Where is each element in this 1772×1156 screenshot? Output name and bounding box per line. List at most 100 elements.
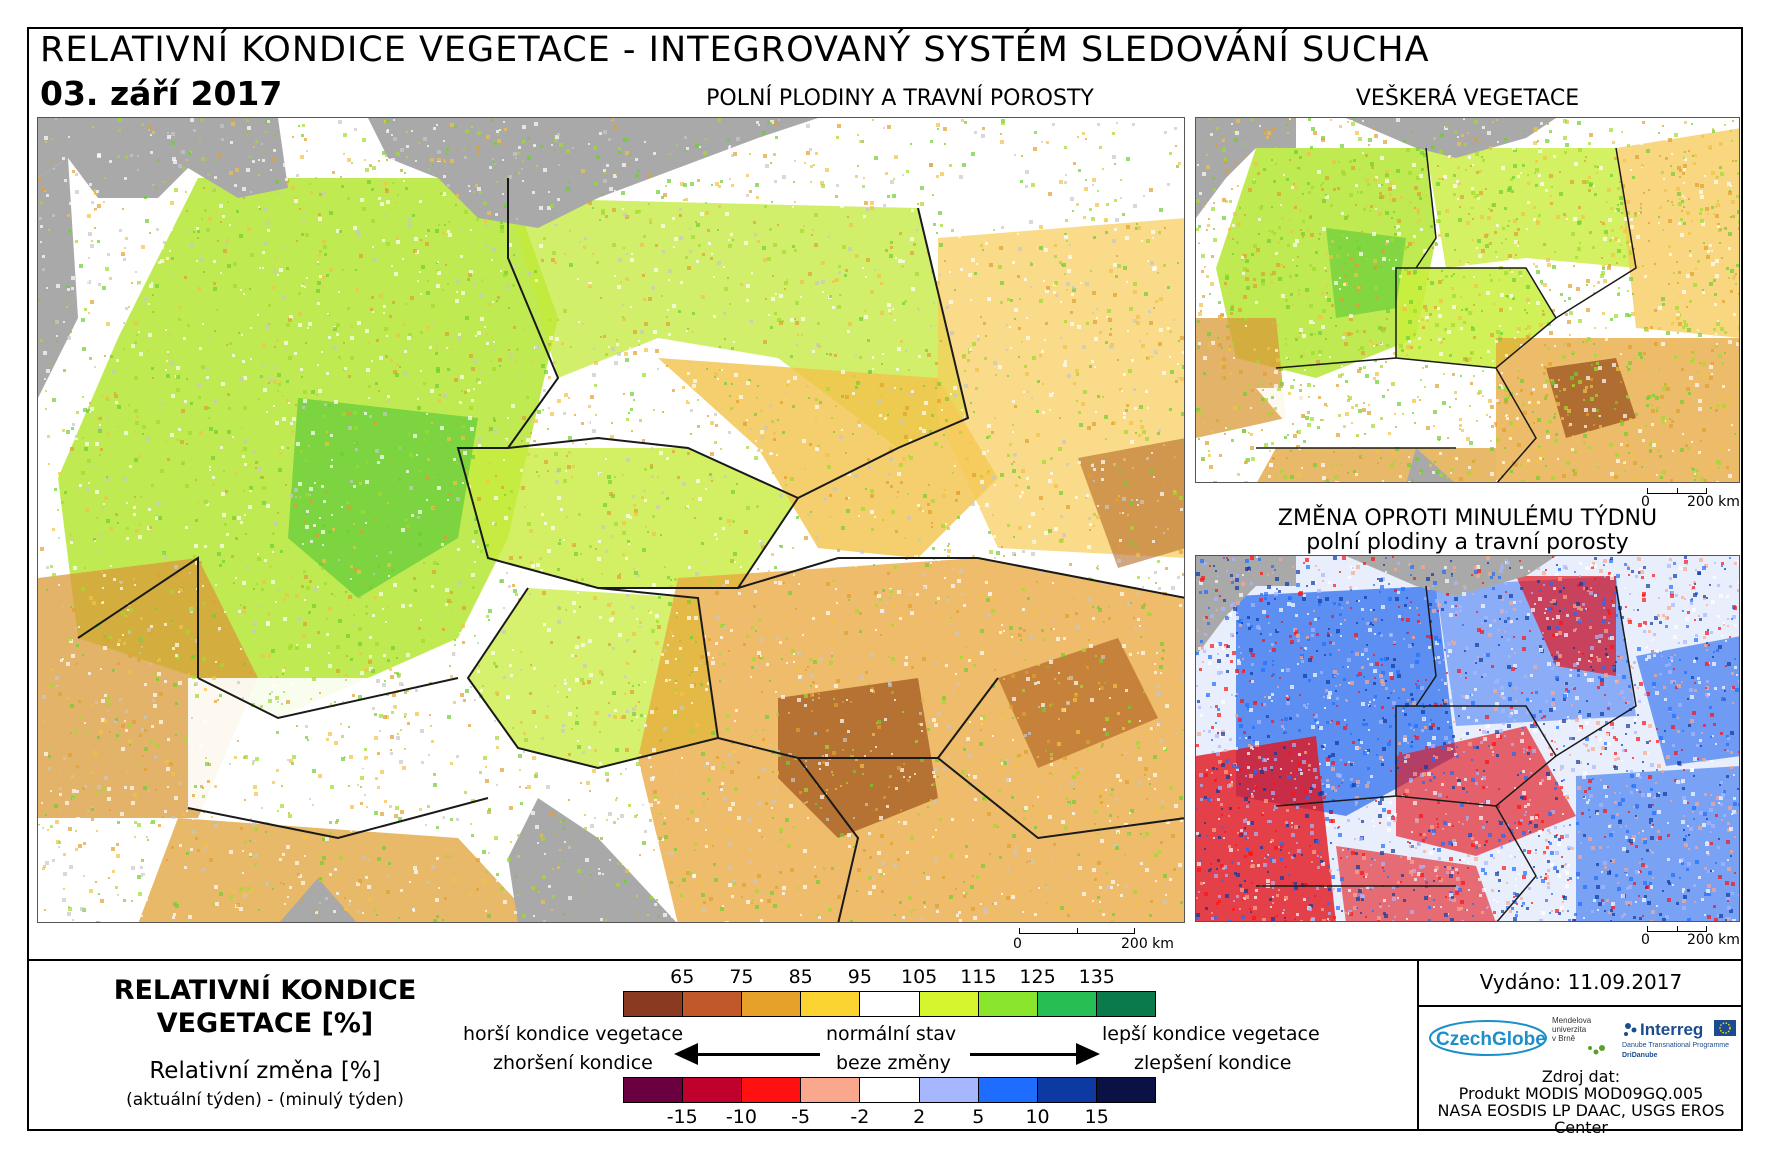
av-country-borders xyxy=(1256,147,1637,482)
av-france-orange xyxy=(1196,318,1286,438)
condition-swatch xyxy=(801,992,861,1016)
adriatic-sea xyxy=(508,798,677,922)
left-arrow-icon xyxy=(674,1043,698,1065)
change-tick-label: -5 xyxy=(791,1106,811,1128)
interreg-logo-graphic: Interreg Danube Transnational Programme … xyxy=(1622,1020,1736,1059)
romania-brown-hotspot xyxy=(998,638,1158,768)
condition-color-bar xyxy=(623,991,1156,1017)
weekly-change-scalebar: 0 200 km xyxy=(1641,926,1741,956)
condition-tick-label: 95 xyxy=(847,966,872,988)
condition-swatch xyxy=(978,992,1038,1016)
main-map-scalebar: 0 200 km xyxy=(1009,928,1179,958)
country-borders xyxy=(77,178,1184,922)
worse-condition-label: horší kondice vegetace xyxy=(463,1023,684,1045)
condition-swatch xyxy=(1096,992,1155,1016)
italy-orange-region xyxy=(138,818,537,922)
source-line1: Produkt MODIS MOD09GQ.005 xyxy=(1458,1084,1704,1103)
change-swatch xyxy=(919,1078,979,1102)
legend-panel xyxy=(27,959,1743,1131)
all-vegetation-map[interactable] xyxy=(1195,117,1740,483)
central-germany-dark-green xyxy=(288,398,478,598)
change-swatch xyxy=(801,1078,861,1102)
page-title: RELATIVNÍ KONDICE VEGETACE - INTEGROVANÝ… xyxy=(40,30,1430,70)
right-arrow-icon xyxy=(1076,1043,1100,1065)
av-central-dark-green xyxy=(1326,228,1406,318)
baltic-sea xyxy=(368,118,818,228)
change-tick-label: 2 xyxy=(913,1106,926,1128)
change-swatch xyxy=(860,1078,920,1102)
weekly-change-map-svg xyxy=(1196,556,1739,921)
north-sea xyxy=(38,118,288,198)
wc-north-sea xyxy=(1196,556,1296,656)
change-tick-label: -15 xyxy=(666,1106,698,1128)
poland-south-orange xyxy=(658,358,998,558)
wc-scalebar-mid-tick xyxy=(1677,926,1678,932)
legend-title-line2: VEGETACE [%] xyxy=(156,1008,374,1039)
condition-swatch xyxy=(860,992,920,1016)
weekly-change-map-title: ZMĚNA OPROTI MINULÉMU TÝDNU xyxy=(1277,506,1658,531)
interreg-logo: Interreg Danube Transnational Programme … xyxy=(1620,1016,1738,1062)
change-tick-label: 15 xyxy=(1084,1106,1109,1128)
condition-swatch xyxy=(1037,992,1097,1016)
report-date: 03. září 2017 xyxy=(40,74,283,113)
av-speckle-texture xyxy=(1196,118,1739,482)
right-arrow-shaft xyxy=(970,1053,1080,1056)
weekly-change-map[interactable] xyxy=(1195,555,1740,922)
condition-tick-label: 115 xyxy=(960,966,997,988)
condition-swatch xyxy=(683,992,743,1016)
condition-tick-label: 85 xyxy=(788,966,813,988)
source-label: Zdroj dat: xyxy=(1541,1067,1621,1086)
condition-tick-label: 75 xyxy=(729,966,754,988)
change-swatch xyxy=(742,1078,802,1102)
normal-state-label: normální stav xyxy=(826,1023,957,1045)
change-swatch xyxy=(978,1078,1038,1102)
main-map-title: POLNÍ PLODINY A TRAVNÍ POROSTY xyxy=(706,86,1094,111)
change-swatch xyxy=(1037,1078,1097,1102)
change-swatch xyxy=(683,1078,743,1102)
av-baltic-sea xyxy=(1346,118,1556,158)
change-tick-label: -10 xyxy=(725,1106,757,1128)
wc-country-borders xyxy=(1256,585,1637,921)
mendel-university-logo-graphic: Mendelova univerzita v Brně xyxy=(1552,1016,1605,1055)
legend-title-line1: RELATIVNÍ KONDICE xyxy=(113,975,417,1006)
vegetation-speckle-texture xyxy=(38,118,1184,922)
wc-northeast-blue xyxy=(1636,636,1739,766)
legend-divider xyxy=(1417,959,1419,1131)
condition-tick-label: 65 xyxy=(670,966,695,988)
legend-change-title: Relativní změna [%] xyxy=(149,1058,381,1084)
czechglobe-logo-graphic: CzechGlobe xyxy=(1429,1020,1547,1056)
change-tick-label: -2 xyxy=(850,1106,870,1128)
all-vegetation-scalebar: 0 200 km xyxy=(1641,488,1741,518)
condition-tick-label: 135 xyxy=(1078,966,1115,988)
wc-italy-red xyxy=(1336,846,1496,921)
av-scalebar-end-label: 200 km xyxy=(1687,494,1740,510)
tyrrhenian-sea xyxy=(279,878,357,922)
all-vegetation-map-title: VEŠKERÁ VEGETACE xyxy=(1355,86,1580,111)
change-swatch xyxy=(624,1078,684,1102)
no-change-label: beze změny xyxy=(836,1052,951,1074)
main-map[interactable] xyxy=(37,117,1185,923)
change-tick-label: 10 xyxy=(1025,1106,1050,1128)
data-source: Zdroj dat: Produkt MODIS MOD09GQ.005 NAS… xyxy=(1419,1068,1743,1136)
issued-date: Vydáno: 11.09.2017 xyxy=(1479,970,1683,994)
change-swatch xyxy=(1096,1078,1155,1102)
left-arrow-shaft xyxy=(690,1053,820,1056)
main-map-svg xyxy=(38,118,1184,922)
change-tick-label: 5 xyxy=(972,1106,985,1128)
legend-change-formula: (aktuální týden) - (minulý týden) xyxy=(126,1090,404,1110)
change-color-bar xyxy=(623,1077,1156,1103)
wc-france-red xyxy=(1196,736,1336,921)
av-poland-green xyxy=(1426,148,1636,268)
wc-east-blue xyxy=(1576,766,1739,921)
condition-swatch xyxy=(919,992,979,1016)
scalebar-start-label: 0 xyxy=(1013,936,1022,952)
condition-tick-label: 125 xyxy=(1019,966,1056,988)
source-line2: NASA EOSDIS LP DAAC, USGS EROS Center xyxy=(1437,1101,1725,1137)
weekly-change-map-subtitle: polní plodiny a travní porosty xyxy=(1306,530,1629,555)
improvement-label: zlepšení kondice xyxy=(1134,1052,1292,1074)
all-vegetation-map-svg xyxy=(1196,118,1739,482)
scalebar-mid-tick xyxy=(1077,928,1078,934)
scalebar-end-label: 200 km xyxy=(1121,936,1174,952)
av-north-sea xyxy=(1196,118,1296,218)
worsening-label: zhoršení kondice xyxy=(493,1052,653,1074)
